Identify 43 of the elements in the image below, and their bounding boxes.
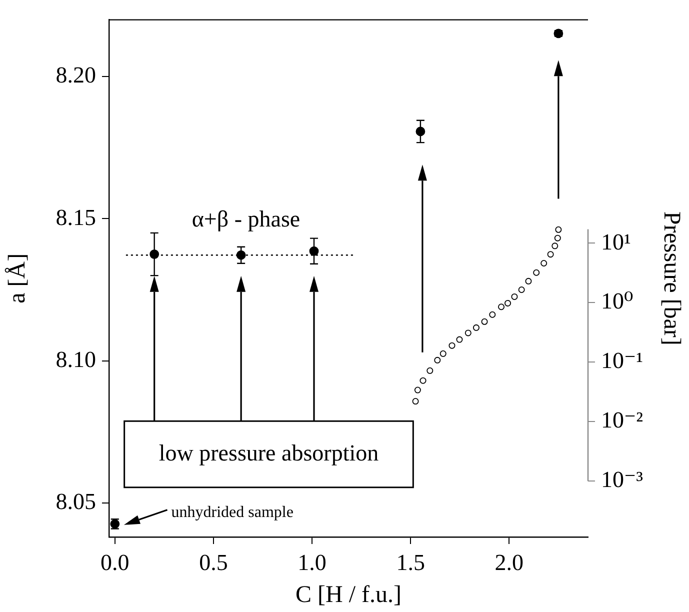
point	[456, 336, 463, 343]
point	[412, 398, 419, 405]
point	[414, 386, 421, 394]
x-tick-label: 0.0	[100, 550, 130, 575]
y-tick-label: 8.10	[56, 346, 96, 372]
point	[420, 377, 426, 384]
y-tick-label: 8.15	[56, 204, 96, 230]
point	[498, 304, 505, 310]
point	[489, 311, 496, 318]
x-tick-label: 2.0	[494, 550, 524, 575]
point	[533, 269, 540, 276]
point	[504, 300, 512, 306]
point	[552, 242, 558, 250]
point	[481, 318, 488, 325]
point	[434, 356, 441, 364]
x-tick-label: 0.5	[199, 550, 228, 575]
x-tick-label: 1.5	[396, 550, 425, 575]
y-tick-label: 8.20	[56, 62, 96, 88]
annotation: low pressure absorption	[158, 440, 380, 466]
annotation: unhydrided sample	[171, 504, 294, 521]
point	[472, 324, 480, 331]
y2-axis-title: Pressure [bar]	[658, 211, 684, 346]
y-axis-title: a [Å]	[4, 253, 31, 304]
y-tick-label: 8.05	[56, 488, 96, 514]
x-axis-title: C [H / f.u.]	[296, 582, 402, 608]
y2-tick-label: 10¹	[601, 229, 631, 254]
point	[518, 286, 525, 293]
point	[525, 278, 532, 284]
y2-tick-label: 10⁰	[601, 288, 634, 314]
point	[555, 226, 562, 233]
y2-tick-label: 10⁻¹	[601, 348, 644, 374]
point	[547, 251, 554, 258]
annotation: α+β - phase	[192, 206, 300, 232]
point	[540, 260, 548, 267]
y2-tick-label: 10⁻³	[601, 467, 644, 492]
point	[464, 330, 472, 336]
point	[448, 342, 456, 349]
point	[554, 234, 561, 242]
x-tick-label: 1.0	[298, 550, 326, 575]
y2-tick-label: 10⁻²	[601, 408, 644, 433]
point	[426, 367, 434, 374]
point	[440, 350, 446, 357]
point	[511, 293, 518, 300]
